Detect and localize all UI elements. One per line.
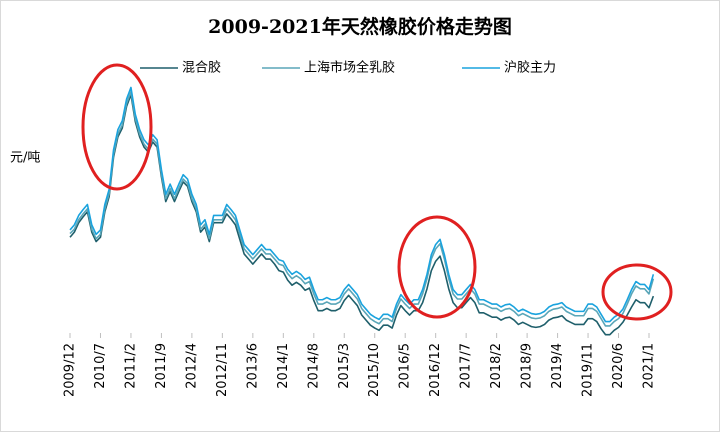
x-tick-label: 2009/12 — [63, 343, 78, 397]
x-tick-label: 2016/12 — [428, 343, 443, 397]
x-tick-label: 2014/1 — [276, 343, 291, 389]
line-series — [69, 93, 655, 336]
x-tick-label: 2018/9 — [520, 343, 535, 389]
line-series — [69, 91, 655, 327]
x-tick-label: 2017/7 — [459, 343, 474, 389]
x-tick-label: 2011/9 — [154, 343, 169, 389]
highlight — [81, 63, 153, 191]
legend-label: 混合胶 — [182, 60, 221, 76]
x-tick-label: 2015/3 — [337, 343, 352, 389]
legend-label: 上海市场全乳胶 — [304, 60, 395, 76]
plot: 2009/12 2010/7 2011/2 2011/9 2012/4 2012/11 20… — [63, 60, 657, 398]
x-tick-label: 2013/6 — [245, 343, 260, 389]
x-tick-label: 2019/4 — [550, 343, 565, 389]
legend-label: 沪胶主力 — [504, 60, 556, 76]
highlight — [397, 215, 477, 319]
x-tick-label: 2018/2 — [489, 343, 504, 389]
highlight — [601, 263, 673, 321]
x-tick-label: 2012/4 — [184, 343, 199, 389]
chart-title: 2009-2021年天然橡胶价格走势图 — [208, 15, 512, 38]
x-tick-label: 2010/7 — [93, 343, 108, 389]
x-tick-label: 2019/11 — [581, 343, 596, 397]
x-tick-label: 2014/8 — [306, 343, 321, 389]
x-tick-label: 2012/11 — [215, 343, 230, 397]
x-tick-label: 2015/10 — [367, 343, 382, 397]
x-tick-label: 2021/1 — [642, 343, 657, 389]
y-axis-label: 元/吨 — [10, 151, 40, 166]
x-tick-label: 2016/5 — [398, 343, 413, 389]
x-tick-label: 2011/2 — [123, 343, 138, 389]
x-tick-label: 2020/6 — [611, 343, 626, 389]
line-series — [69, 86, 655, 323]
